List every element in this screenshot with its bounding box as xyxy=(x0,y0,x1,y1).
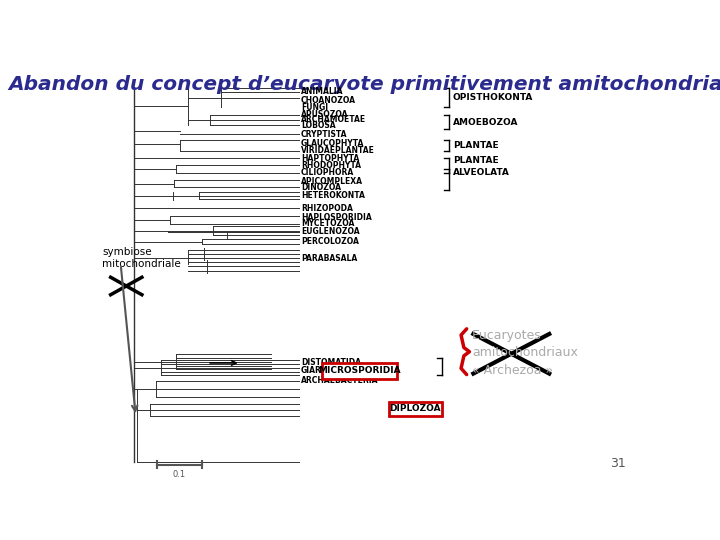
Text: PLANTAE: PLANTAE xyxy=(453,156,498,165)
Text: symbiose
mitochondriale: symbiose mitochondriale xyxy=(102,247,181,269)
Text: 0.1: 0.1 xyxy=(173,470,186,479)
Text: OPISTHOKONTA: OPISTHOKONTA xyxy=(453,93,533,102)
Text: GLAUCOPHYTA: GLAUCOPHYTA xyxy=(301,139,364,148)
Text: MYCETOZOA: MYCETOZOA xyxy=(301,219,354,228)
Text: PLANTAE: PLANTAE xyxy=(453,141,498,150)
Text: ALVEOLATA: ALVEOLATA xyxy=(453,168,510,178)
Text: HAPTOPHYTA: HAPTOPHYTA xyxy=(301,154,359,163)
Text: AMOEBOZOA: AMOEBOZOA xyxy=(453,118,518,127)
Text: « Archezoa »: « Archezoa » xyxy=(472,364,554,377)
Text: GIARDIIDA: GIARDIIDA xyxy=(301,366,346,375)
Text: VIRIDAEPLANTAE: VIRIDAEPLANTAE xyxy=(301,146,375,156)
Text: DIPLOZOA: DIPLOZOA xyxy=(390,404,441,414)
Text: Abandon du concept d’eucaryote primitivement amitochondrial: Abandon du concept d’eucaryote primitive… xyxy=(8,75,720,94)
Text: amitochondriaux: amitochondriaux xyxy=(472,346,578,359)
Text: CRYPTISTA: CRYPTISTA xyxy=(301,130,348,139)
Text: HAPLOSPORIDIA: HAPLOSPORIDIA xyxy=(301,213,372,222)
Text: DINOZOA: DINOZOA xyxy=(301,183,341,192)
Text: APICOMPLEXA: APICOMPLEXA xyxy=(301,177,363,186)
Text: CHOANOZOA: CHOANOZOA xyxy=(301,96,356,105)
Text: RHIZOPODA: RHIZOPODA xyxy=(301,204,353,213)
Bar xyxy=(322,363,397,379)
Text: 31: 31 xyxy=(610,457,626,470)
Text: ARCHAMOETAE: ARCHAMOETAE xyxy=(301,115,366,124)
Text: ARCHAEBACTERIA: ARCHAEBACTERIA xyxy=(301,376,379,386)
Text: APUSOZOA: APUSOZOA xyxy=(301,110,348,119)
Text: CILIOPHORA: CILIOPHORA xyxy=(301,168,354,178)
Text: MICROSPORIDIA: MICROSPORIDIA xyxy=(318,366,400,375)
Text: PERCOLOZOA: PERCOLOZOA xyxy=(301,237,359,246)
Bar xyxy=(389,402,441,416)
Text: ANIMALIA: ANIMALIA xyxy=(301,87,343,96)
Text: DISTOMATIDA: DISTOMATIDA xyxy=(301,357,361,367)
Text: FUNGI: FUNGI xyxy=(301,103,328,112)
Text: PARABASALA: PARABASALA xyxy=(301,254,357,262)
Text: Eucaryotes: Eucaryotes xyxy=(472,328,542,342)
Text: LOBOSA: LOBOSA xyxy=(301,120,336,130)
Text: RHODOPHYTA: RHODOPHYTA xyxy=(301,161,361,170)
Text: HETEROKONTA: HETEROKONTA xyxy=(301,191,365,200)
Text: EUGLENOZOA: EUGLENOZOA xyxy=(301,227,359,237)
